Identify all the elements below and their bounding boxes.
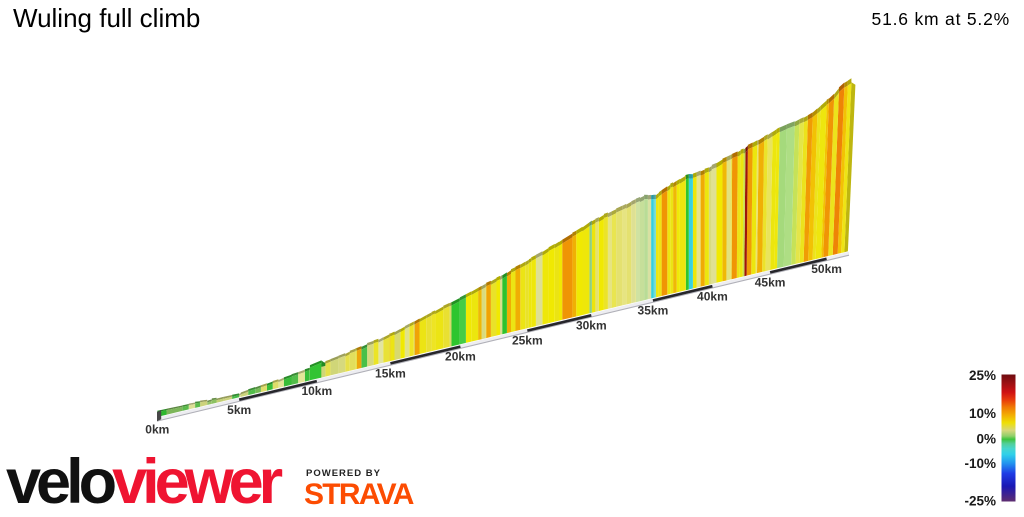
svg-text:-10%: -10% bbox=[964, 456, 996, 471]
svg-text:51.6 km at 5.2%: 51.6 km at 5.2% bbox=[872, 9, 1010, 29]
svg-text:0km: 0km bbox=[145, 422, 169, 436]
svg-text:0%: 0% bbox=[976, 432, 996, 447]
svg-text:-25%: -25% bbox=[964, 494, 996, 509]
svg-text:veloviewer: veloviewer bbox=[6, 447, 283, 512]
svg-text:35km: 35km bbox=[638, 304, 669, 318]
svg-text:45km: 45km bbox=[755, 276, 786, 290]
svg-text:10%: 10% bbox=[969, 406, 996, 421]
svg-text:15km: 15km bbox=[375, 367, 406, 381]
svg-text:Wuling full climb: Wuling full climb bbox=[13, 3, 200, 33]
svg-text:10km: 10km bbox=[301, 384, 332, 398]
svg-text:40km: 40km bbox=[697, 289, 728, 303]
svg-text:50km: 50km bbox=[811, 262, 842, 276]
svg-text:STRAVA: STRAVA bbox=[304, 478, 414, 511]
svg-text:25%: 25% bbox=[969, 368, 996, 383]
svg-text:30km: 30km bbox=[576, 318, 607, 332]
svg-text:25km: 25km bbox=[512, 334, 543, 348]
svg-text:20km: 20km bbox=[445, 350, 476, 364]
svg-text:5km: 5km bbox=[227, 403, 251, 417]
